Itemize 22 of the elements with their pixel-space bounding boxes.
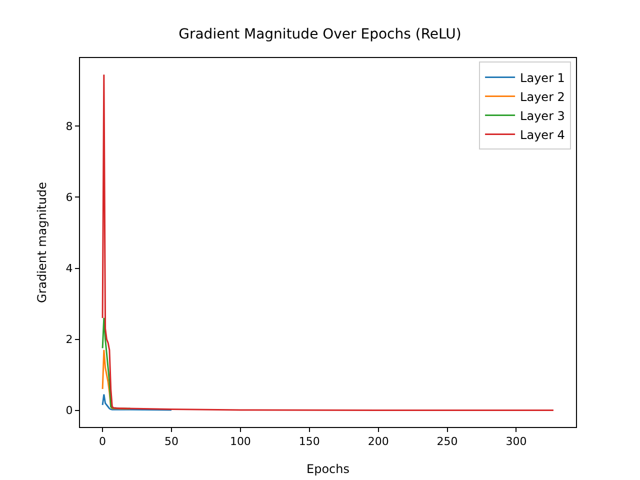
x-tick-label: 100 xyxy=(230,435,251,448)
line-series xyxy=(102,394,172,411)
y-tick-label: 0 xyxy=(66,404,73,418)
x-tick-label: 200 xyxy=(368,435,389,448)
x-tick-label: 250 xyxy=(436,435,458,448)
line-series xyxy=(102,74,554,412)
y-tick-label: 6 xyxy=(66,191,73,204)
y-tick-label: 4 xyxy=(66,262,73,276)
legend-label: Layer 2 xyxy=(520,90,565,104)
x-tick-label: 150 xyxy=(298,435,320,448)
x-tick-label: 50 xyxy=(164,435,178,448)
line-series xyxy=(102,349,131,410)
legend-label: Layer 3 xyxy=(520,108,565,123)
x-tick-label: 0 xyxy=(99,435,106,448)
y-tick-label: 8 xyxy=(66,120,73,134)
x-tick-label: 300 xyxy=(506,435,527,448)
chart-title: Gradient Magnitude Over Epochs (ReLU) xyxy=(178,26,462,43)
x-axis-title: Epochs xyxy=(306,462,350,476)
legend-label: Layer 1 xyxy=(520,70,565,85)
y-axis-title: Gradient magnitude xyxy=(35,182,49,303)
y-tick-label: 2 xyxy=(66,333,73,346)
legend-label: Layer 4 xyxy=(520,128,565,142)
